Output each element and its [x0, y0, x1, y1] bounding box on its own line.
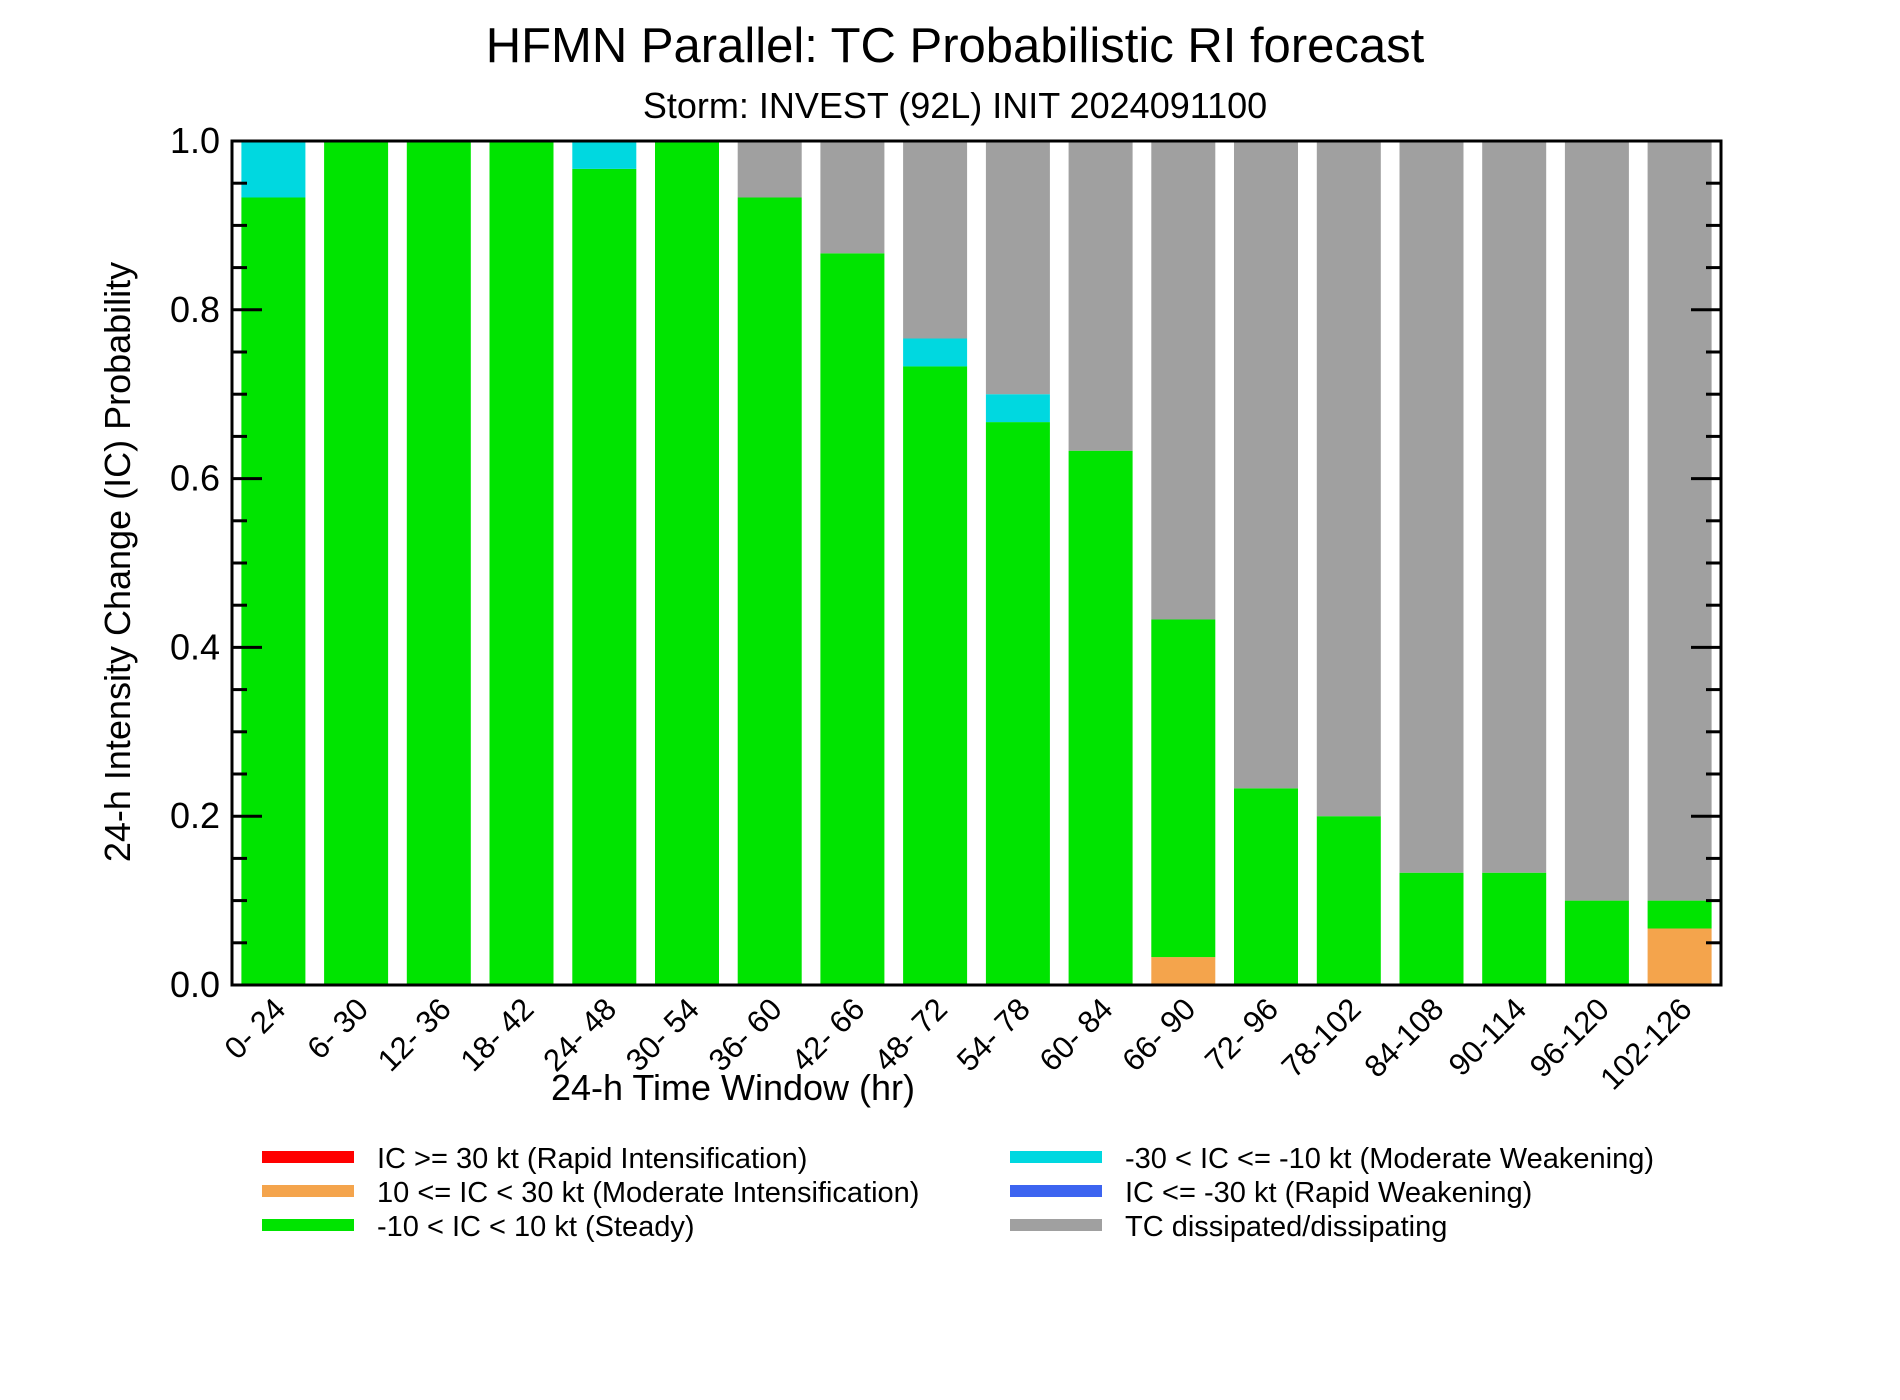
x-tick-label: 6- 30 — [300, 991, 375, 1066]
bars-layer — [241, 141, 1712, 986]
y-tick-label: 0.4 — [170, 626, 220, 667]
bar-segment — [1564, 900, 1629, 985]
bar-segment — [1482, 872, 1547, 985]
x-tick-label: 78-102 — [1275, 991, 1368, 1084]
bar-segment — [1647, 141, 1712, 901]
x-tick-label: 18- 42 — [454, 991, 541, 1078]
bar-segment — [1151, 619, 1216, 958]
legend-swatch — [1010, 1185, 1102, 1197]
bar-segment — [1234, 141, 1298, 789]
bar-segment — [985, 394, 1050, 423]
bar-segment — [820, 253, 885, 986]
legend-swatch — [262, 1185, 354, 1197]
x-tick-label: 66- 90 — [1115, 991, 1202, 1078]
bar-segment — [241, 197, 306, 985]
legend-label: 10 <= IC < 30 kt (Moderate Intensificati… — [377, 1177, 919, 1209]
x-tick-label: 48- 72 — [867, 991, 954, 1078]
y-tick-label: 0.8 — [170, 289, 220, 330]
bar-segment — [903, 366, 968, 985]
legend-label: -30 < IC <= -10 kt (Moderate Weakening) — [1125, 1143, 1654, 1175]
x-tick-label: 42- 66 — [784, 991, 871, 1078]
bar-segment — [241, 141, 306, 198]
bar-segment — [1151, 141, 1216, 620]
bar-segment — [1316, 816, 1381, 985]
bar-segment — [1151, 957, 1216, 985]
bar-segment — [1068, 450, 1133, 985]
bar-segment — [737, 141, 802, 198]
legend-label: IC <= -30 kt (Rapid Weakening) — [1125, 1177, 1532, 1209]
x-tick-label: 102-126 — [1593, 991, 1698, 1096]
bar-segment — [1068, 141, 1133, 451]
y-tick-label: 0.6 — [170, 458, 220, 499]
bar-segment — [903, 338, 968, 367]
chart-title: HFMN Parallel: TC Probabilistic RI forec… — [486, 19, 1425, 73]
legend-swatch — [1010, 1219, 1102, 1231]
axes-layer — [230, 139, 1723, 987]
x-tick-label: 90-114 — [1442, 991, 1533, 1082]
bar-segment — [489, 141, 554, 985]
y-axis-label: 24-h Intensity Change (IC) Probability — [97, 262, 138, 862]
bar-segment — [737, 197, 802, 985]
bar-segment — [985, 141, 1050, 395]
bar-segment — [1399, 872, 1464, 985]
x-tick-label: 54- 78 — [950, 991, 1037, 1078]
bar-segment — [820, 141, 885, 254]
x-tick-label: 84-108 — [1357, 991, 1450, 1084]
x-tick-label: 30- 54 — [619, 991, 706, 1078]
x-tick-label: 36- 60 — [702, 991, 789, 1078]
x-axis-label: 24-h Time Window (hr) — [551, 1067, 915, 1108]
bar-segment — [903, 141, 968, 339]
legend-label: IC >= 30 kt (Rapid Intensification) — [377, 1143, 807, 1175]
bar-segment — [1234, 788, 1298, 985]
y-tick-label: 0.0 — [170, 964, 220, 1005]
legend-swatch — [262, 1219, 354, 1231]
legend: IC >= 30 kt (Rapid Intensification) -30 <… — [262, 1143, 1654, 1243]
bar-segment — [572, 168, 637, 985]
x-tick-label: 0- 24 — [218, 991, 293, 1066]
legend-label: -10 < IC < 10 kt (Steady) — [377, 1211, 695, 1243]
legend-swatch — [1010, 1151, 1102, 1163]
bar-segment — [324, 141, 389, 985]
chart-subtitle: Storm: INVEST (92L) INIT 2024091100 — [643, 85, 1267, 126]
x-tick-label: 24- 48 — [536, 991, 623, 1078]
bar-segment — [1399, 141, 1464, 873]
bar-segment — [655, 141, 719, 985]
legend-label: TC dissipated/dissipating — [1125, 1211, 1447, 1243]
bar-segment — [406, 141, 471, 985]
bar-segment — [1316, 141, 1381, 817]
bar-segment — [1564, 141, 1629, 901]
x-tick-label: 60- 84 — [1033, 991, 1120, 1078]
bar-segment — [1647, 900, 1712, 929]
bar-segment — [1647, 928, 1712, 985]
bar-segment — [985, 422, 1050, 986]
bar-segment — [572, 141, 637, 169]
x-tick-label: 72- 96 — [1198, 991, 1285, 1078]
x-tick-label: 12- 36 — [371, 991, 458, 1078]
bar-segment — [1482, 141, 1547, 873]
y-tick-label: 1.0 — [170, 120, 220, 161]
legend-swatch — [262, 1151, 354, 1163]
y-tick-label: 0.2 — [170, 795, 220, 836]
